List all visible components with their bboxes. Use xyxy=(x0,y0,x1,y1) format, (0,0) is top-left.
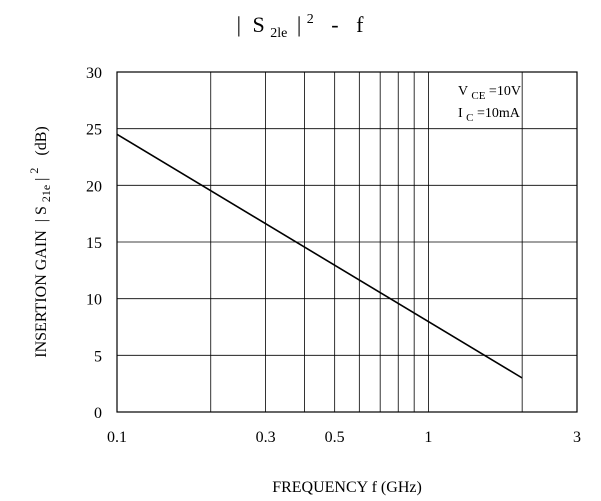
chart-title: | S 2le | 2 - f xyxy=(237,3,365,42)
y-tick-label: 25 xyxy=(86,122,102,139)
title-sup: 2 xyxy=(307,12,314,27)
y-tick-label: 15 xyxy=(86,235,102,252)
y-tick-label: 0 xyxy=(94,405,102,422)
x-tick-label: 1 xyxy=(424,429,432,446)
gain-line xyxy=(116,133,523,379)
y-tick-label: 5 xyxy=(94,348,102,365)
title-bar-right: | xyxy=(297,12,301,37)
grid xyxy=(117,72,577,412)
x-axis-label: FREQUENCY f (GHz) xyxy=(272,479,422,496)
title-dash: - xyxy=(331,12,338,37)
plot-frame xyxy=(116,71,578,413)
series-layer xyxy=(116,133,523,379)
y-axis-label: INSERTION GAIN | S 21e | 2 (dB) xyxy=(25,126,54,357)
title-sub: 2le xyxy=(270,26,287,41)
title-f: f xyxy=(356,12,364,37)
y-tick-label: 10 xyxy=(86,292,102,309)
condition-ic: I C =10mA xyxy=(458,106,521,125)
x-tick-label: 3 xyxy=(573,429,581,446)
x-tick-label: 0.5 xyxy=(325,429,345,446)
x-tick-labels: 0.1 0.3 0.5 1 3 xyxy=(107,429,581,446)
condition-vce: V CE =10V xyxy=(458,84,521,103)
title-bar-left: | xyxy=(237,12,241,37)
title-s: S xyxy=(252,12,264,37)
y-tick-label: 30 xyxy=(86,65,102,82)
x-tick-label: 0.3 xyxy=(256,429,276,446)
y-tick-labels: 0 5 10 15 20 25 30 xyxy=(86,65,102,422)
x-tick-label: 0.1 xyxy=(107,429,127,446)
y-tick-label: 20 xyxy=(86,178,102,195)
